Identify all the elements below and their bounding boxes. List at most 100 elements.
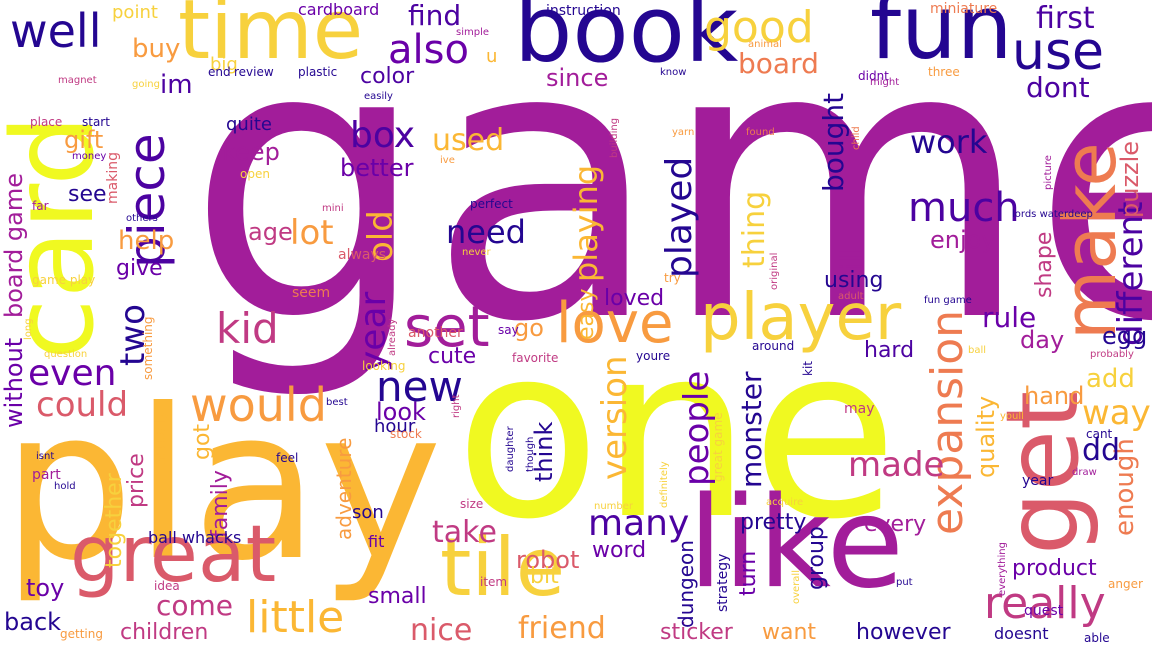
word-better: better xyxy=(340,154,414,182)
word-big: big xyxy=(210,54,238,75)
word-money: money xyxy=(72,151,107,162)
word-cute: cute xyxy=(428,344,477,369)
word-best: best xyxy=(326,397,348,408)
word-playing: playing xyxy=(567,164,605,282)
word-look: look xyxy=(376,398,426,426)
word-day: day xyxy=(1020,326,1065,354)
word-version: version xyxy=(595,355,635,480)
word-pretty: pretty xyxy=(740,510,807,535)
word-monster: monster xyxy=(735,371,768,488)
word-point: point xyxy=(112,2,158,23)
word-say: say xyxy=(498,323,519,337)
word-nice: nice xyxy=(410,613,473,648)
word-draw: draw xyxy=(1072,467,1097,478)
word-use: use xyxy=(1012,22,1105,82)
word-great: great xyxy=(70,510,277,600)
word-seem: seem xyxy=(292,285,331,301)
word-youll: youll xyxy=(1000,411,1024,422)
word-hold: hold xyxy=(54,481,76,492)
word-original: original xyxy=(769,252,780,290)
word-dd: dd xyxy=(1082,433,1121,468)
word-making: making xyxy=(105,152,121,204)
word-perfect: perfect xyxy=(470,197,513,211)
word-know: know xyxy=(660,67,687,78)
word-tile: tile xyxy=(440,521,566,614)
word-egg: egg xyxy=(1102,322,1148,350)
word-quite: quite xyxy=(226,114,272,135)
word-able: able xyxy=(1084,631,1110,645)
word-without: without xyxy=(0,337,28,428)
word-simple: simple xyxy=(456,27,490,38)
word-may: may xyxy=(844,401,875,417)
word-didnt: didnt xyxy=(858,69,889,83)
word-picture: picture xyxy=(1043,155,1054,190)
word-review: review xyxy=(234,65,274,79)
word-every: every xyxy=(864,512,927,537)
word-end: end xyxy=(208,65,231,79)
word-bit: bit xyxy=(530,564,559,589)
word-age: age xyxy=(248,218,293,246)
word-thing: thing xyxy=(737,190,772,268)
word-really: really xyxy=(984,578,1106,629)
word-game-play: game play xyxy=(32,273,96,287)
word-daughter: daughter xyxy=(505,426,516,472)
word-open: open xyxy=(240,167,270,181)
word-quest: quest xyxy=(1024,603,1064,619)
word-play: play xyxy=(2,365,443,607)
word-part: part xyxy=(32,467,61,483)
word-kit: kit xyxy=(801,361,815,376)
word-children: children xyxy=(120,620,209,645)
word-hard: hard xyxy=(864,338,915,363)
word-dungeon: dungeon xyxy=(674,540,698,628)
word-miniature: miniature xyxy=(930,1,998,17)
word-add: add xyxy=(1086,364,1135,394)
word-like: like xyxy=(688,469,905,616)
word-back: back xyxy=(4,608,62,636)
word-actually: actually xyxy=(153,410,169,466)
word-toy: toy xyxy=(26,574,65,602)
word-feel: feel xyxy=(276,451,299,465)
word-see: see xyxy=(68,182,107,207)
word-right: right xyxy=(451,394,462,419)
word-easy: easy xyxy=(574,288,599,341)
word-stock: stock xyxy=(390,427,422,441)
word-fit: fit xyxy=(368,532,385,551)
word-favorite: favorite xyxy=(512,351,559,365)
word-ive: ive xyxy=(440,155,455,166)
word-number: number xyxy=(594,501,634,512)
word-book: book xyxy=(514,0,739,83)
word-need: need xyxy=(446,213,526,251)
word-enjoy: enjoy xyxy=(930,226,996,254)
word-buy: buy xyxy=(132,34,181,64)
word-yarn: yarn xyxy=(672,127,695,138)
word-find: find xyxy=(408,0,462,32)
word-son: son xyxy=(352,502,384,523)
word-item: item xyxy=(480,575,508,589)
word-want: want xyxy=(762,620,817,645)
word-got: got xyxy=(190,423,215,460)
word-gift: gift xyxy=(64,126,104,154)
word-people: people xyxy=(677,370,717,486)
word-keep: keep xyxy=(222,138,280,166)
word-lords-waterdeep: lords waterdeep xyxy=(1012,209,1093,220)
word-would: would xyxy=(190,378,327,432)
word-dont: dont xyxy=(1026,71,1090,104)
word-robot: robot xyxy=(516,546,580,574)
word-shape: shape xyxy=(1032,231,1057,298)
word-im: im xyxy=(160,70,193,100)
word-everything: everything xyxy=(997,542,1008,596)
word-many: many xyxy=(588,503,690,544)
word-board: board xyxy=(738,47,819,80)
word-idea: idea xyxy=(154,579,180,593)
word-cardboard: cardboard xyxy=(298,0,380,19)
word-good: good xyxy=(704,2,814,53)
word-sticker: sticker xyxy=(660,620,733,645)
word-turn: turn xyxy=(736,550,761,596)
word-youre: youre xyxy=(636,349,671,363)
word-made: made xyxy=(848,445,945,485)
word-another: another xyxy=(408,325,463,341)
word-place: place xyxy=(30,115,63,129)
word-work: work xyxy=(910,123,988,161)
word-acquire: acquire xyxy=(766,497,804,508)
